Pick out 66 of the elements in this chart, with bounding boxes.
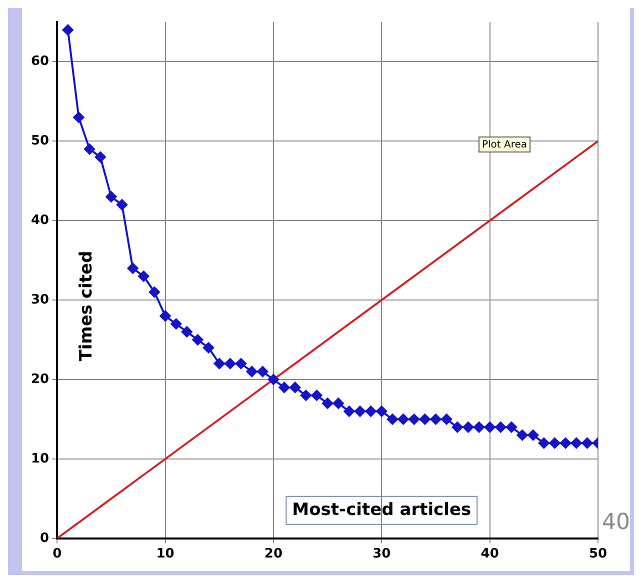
point	[452, 422, 463, 433]
point	[365, 406, 376, 417]
point	[268, 374, 279, 386]
point	[582, 438, 593, 449]
point	[560, 438, 572, 449]
point	[138, 270, 150, 282]
point	[506, 422, 517, 433]
annotation: Plot Area	[482, 140, 528, 151]
x-axis-title: Most-cited articles	[292, 500, 472, 520]
point	[181, 326, 192, 338]
point	[214, 358, 225, 370]
point	[538, 438, 550, 449]
point	[474, 422, 484, 433]
point	[246, 366, 258, 378]
x-tick-label: 30	[372, 546, 391, 562]
point	[160, 310, 171, 322]
text: 40	[602, 510, 630, 536]
point	[516, 430, 528, 441]
point	[170, 318, 182, 330]
point	[462, 422, 474, 433]
point	[94, 152, 106, 163]
point	[419, 414, 430, 425]
point	[62, 24, 74, 36]
point	[332, 398, 344, 409]
point	[430, 414, 442, 425]
point	[224, 358, 236, 370]
x-tick-label: 20	[264, 546, 282, 562]
point	[354, 406, 366, 417]
point	[73, 112, 84, 123]
point	[398, 414, 409, 425]
point	[84, 144, 96, 155]
point	[441, 414, 452, 425]
point	[106, 191, 117, 202]
y-tick-label: 30	[30, 292, 50, 308]
y-tick-label: 60	[30, 54, 50, 70]
point	[290, 382, 301, 393]
point	[148, 286, 160, 298]
point	[236, 358, 246, 370]
x-tick-label: 10	[156, 546, 174, 562]
point	[116, 199, 128, 210]
point	[322, 398, 334, 409]
point	[570, 438, 582, 449]
point	[300, 390, 312, 401]
point	[386, 414, 398, 425]
point	[408, 414, 420, 425]
point	[203, 342, 214, 354]
y-tick-label: 10	[30, 451, 50, 466]
point	[311, 390, 322, 401]
point	[376, 406, 388, 417]
point	[257, 366, 268, 378]
point	[344, 406, 355, 417]
x-tick-label: 40	[480, 546, 499, 562]
y-axis-title: Times cited	[76, 250, 97, 362]
point	[495, 422, 506, 433]
x-tick-label: 50	[588, 546, 608, 562]
point	[528, 430, 539, 441]
point	[127, 262, 138, 274]
y-tick-label: 40	[30, 212, 50, 228]
point	[484, 422, 496, 433]
y-tick-label: 0	[40, 530, 50, 546]
x-tick-label: 0	[52, 546, 62, 562]
point	[278, 382, 290, 393]
point	[549, 438, 560, 449]
point	[192, 334, 204, 346]
y-tick-label: 50	[30, 134, 50, 149]
y-tick-label: 20	[30, 372, 50, 387]
